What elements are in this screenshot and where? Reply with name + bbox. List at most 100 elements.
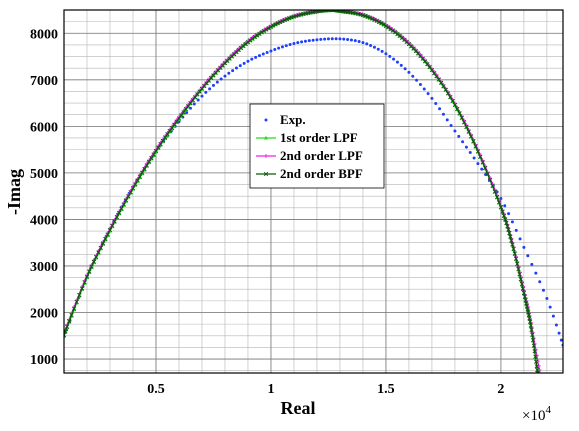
- series-point: [137, 174, 143, 179]
- series-point: [472, 156, 476, 160]
- series-point: [505, 224, 510, 229]
- series-point: [459, 115, 464, 120]
- series-point: [149, 155, 154, 161]
- series-point: [500, 209, 505, 214]
- series-point: [119, 206, 124, 211]
- series-point: [133, 182, 138, 187]
- series-point: [151, 152, 156, 157]
- legend-item: Exp.: [264, 112, 306, 127]
- series-point: [64, 332, 67, 337]
- series-point: [380, 49, 384, 53]
- series-point: [529, 327, 534, 333]
- series-point: [485, 171, 490, 177]
- series-point: [259, 30, 264, 35]
- x-tick-label: 1.5: [377, 382, 395, 397]
- series-point: [441, 84, 446, 89]
- series-point: [438, 107, 442, 111]
- legend-swatch-marker: [264, 154, 268, 158]
- series-point: [261, 52, 265, 56]
- series-3: [64, 10, 540, 373]
- series-point: [480, 167, 484, 171]
- series-point: [252, 34, 257, 40]
- series-point: [268, 24, 274, 29]
- y-tick-label: 6000: [30, 120, 58, 135]
- series-line: [64, 10, 539, 373]
- series-point: [103, 236, 108, 242]
- series-point: [254, 55, 258, 59]
- series-point: [461, 140, 465, 144]
- legend-label: 2nd order BPF: [280, 166, 363, 181]
- series-point: [376, 47, 380, 51]
- series-point: [289, 15, 294, 20]
- series-point: [528, 323, 533, 328]
- series-point: [238, 64, 242, 68]
- series-point: [181, 110, 186, 115]
- series-point: [559, 338, 563, 342]
- x-tick-label: 2: [497, 382, 504, 397]
- series-point: [128, 190, 133, 195]
- series-point: [82, 280, 87, 285]
- series-point: [528, 319, 533, 324]
- series-point: [280, 45, 284, 49]
- series-point: [522, 245, 526, 249]
- series-point: [503, 217, 508, 222]
- series-point: [386, 25, 391, 30]
- series-point: [534, 271, 538, 275]
- series-point: [287, 16, 292, 21]
- series-point: [280, 18, 285, 24]
- series-point: [457, 134, 461, 138]
- y-tick-label: 8000: [30, 27, 58, 42]
- series-point: [418, 83, 422, 87]
- series-point: [294, 13, 299, 18]
- series-point: [473, 144, 478, 149]
- series-point: [346, 37, 350, 41]
- legend: Exp. 1st order LPF 2nd order LPF 2nd order …: [249, 103, 385, 189]
- series-point: [167, 128, 172, 134]
- series-point: [520, 286, 526, 291]
- series-point: [453, 129, 457, 133]
- series-point: [411, 74, 415, 78]
- series-point: [381, 22, 386, 27]
- series-point: [320, 10, 325, 13]
- y-tick-label: 4000: [30, 213, 58, 228]
- series-point: [192, 102, 196, 106]
- series-point: [535, 370, 540, 373]
- series-point: [395, 60, 399, 64]
- series-point: [488, 177, 493, 183]
- series-point: [219, 77, 223, 81]
- legend-label: 2nd order LPF: [280, 148, 363, 163]
- series-point: [291, 14, 297, 19]
- series-point: [392, 57, 396, 61]
- legend-item: 1st order LPF: [256, 130, 358, 145]
- series-point: [379, 20, 384, 26]
- series-point: [94, 254, 99, 260]
- series-point: [358, 12, 363, 17]
- series-point: [292, 42, 296, 46]
- series-point: [503, 204, 507, 208]
- series-point: [84, 274, 90, 279]
- series-point: [273, 22, 278, 27]
- series-point: [278, 19, 283, 25]
- series-point: [74, 299, 79, 305]
- y-axis-label: -Imag: [4, 169, 24, 215]
- series-point: [475, 149, 481, 154]
- series-point: [303, 39, 307, 43]
- series-point: [144, 163, 149, 168]
- series-point: [449, 123, 453, 127]
- legend-swatch-marker: [263, 171, 269, 177]
- series-0: [64, 37, 563, 347]
- series-point: [211, 83, 215, 87]
- series-point: [499, 196, 503, 200]
- series-point: [441, 112, 445, 116]
- y-tick-label: 7000: [30, 74, 58, 89]
- series-point: [242, 61, 246, 65]
- series-point: [490, 183, 495, 188]
- series-point: [284, 44, 288, 48]
- series-point: [360, 13, 366, 18]
- series-point: [277, 46, 281, 50]
- series-point: [91, 259, 97, 264]
- series-point: [123, 198, 129, 203]
- series-point: [509, 238, 514, 243]
- series-point: [483, 166, 488, 171]
- series-point: [176, 116, 182, 121]
